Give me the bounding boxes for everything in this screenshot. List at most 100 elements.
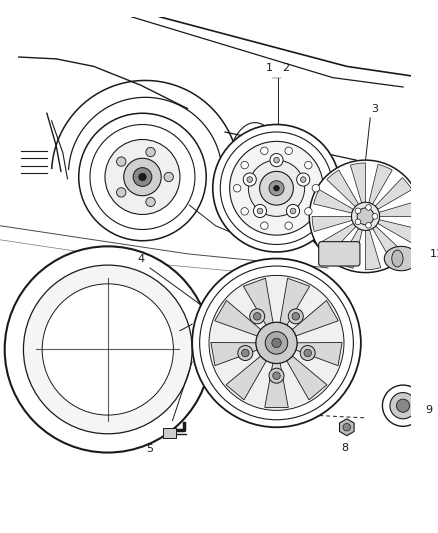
Circle shape bbox=[304, 161, 312, 169]
Circle shape bbox=[200, 266, 353, 420]
Circle shape bbox=[357, 208, 374, 225]
Circle shape bbox=[304, 349, 311, 357]
Circle shape bbox=[146, 197, 155, 207]
Circle shape bbox=[288, 309, 303, 324]
Circle shape bbox=[265, 332, 288, 354]
Polygon shape bbox=[339, 419, 354, 435]
Circle shape bbox=[241, 349, 249, 357]
Polygon shape bbox=[327, 170, 359, 207]
Polygon shape bbox=[378, 220, 417, 243]
Circle shape bbox=[79, 113, 206, 241]
Circle shape bbox=[241, 208, 248, 215]
Polygon shape bbox=[292, 301, 338, 336]
Ellipse shape bbox=[392, 250, 403, 267]
Circle shape bbox=[213, 125, 340, 252]
Circle shape bbox=[42, 284, 173, 415]
Polygon shape bbox=[319, 223, 356, 255]
Circle shape bbox=[247, 177, 253, 182]
Circle shape bbox=[355, 219, 361, 225]
Polygon shape bbox=[312, 216, 352, 231]
Text: 10: 10 bbox=[286, 207, 300, 217]
Polygon shape bbox=[287, 356, 327, 400]
Circle shape bbox=[250, 309, 265, 324]
Circle shape bbox=[309, 160, 422, 272]
Polygon shape bbox=[350, 163, 366, 203]
Circle shape bbox=[233, 184, 241, 192]
Circle shape bbox=[133, 167, 152, 187]
Polygon shape bbox=[211, 343, 257, 366]
Text: 9: 9 bbox=[426, 406, 433, 415]
Circle shape bbox=[209, 276, 344, 410]
Polygon shape bbox=[379, 201, 419, 216]
Circle shape bbox=[292, 312, 300, 320]
Circle shape bbox=[241, 161, 248, 169]
Polygon shape bbox=[314, 190, 353, 213]
Text: 4: 4 bbox=[137, 254, 144, 263]
Circle shape bbox=[254, 312, 261, 320]
Polygon shape bbox=[280, 278, 310, 325]
Text: 1: 1 bbox=[265, 63, 272, 73]
Circle shape bbox=[260, 172, 293, 205]
Circle shape bbox=[343, 424, 350, 431]
Circle shape bbox=[274, 185, 279, 191]
Circle shape bbox=[290, 208, 296, 214]
Polygon shape bbox=[375, 177, 412, 209]
Polygon shape bbox=[366, 230, 381, 270]
Polygon shape bbox=[265, 363, 288, 407]
Circle shape bbox=[297, 173, 310, 186]
Polygon shape bbox=[296, 343, 342, 366]
Circle shape bbox=[286, 205, 300, 217]
Circle shape bbox=[396, 399, 410, 412]
Polygon shape bbox=[339, 229, 362, 268]
Circle shape bbox=[117, 157, 126, 166]
Circle shape bbox=[269, 181, 284, 196]
Circle shape bbox=[139, 173, 146, 181]
Text: 5: 5 bbox=[146, 444, 153, 454]
Polygon shape bbox=[373, 226, 404, 263]
Circle shape bbox=[164, 172, 173, 182]
Polygon shape bbox=[215, 301, 261, 336]
Circle shape bbox=[285, 222, 293, 229]
Circle shape bbox=[269, 368, 284, 383]
Polygon shape bbox=[226, 356, 266, 400]
FancyBboxPatch shape bbox=[319, 241, 360, 266]
Circle shape bbox=[230, 141, 323, 235]
Circle shape bbox=[261, 147, 268, 155]
Circle shape bbox=[382, 385, 424, 426]
Circle shape bbox=[124, 158, 161, 196]
Circle shape bbox=[273, 372, 280, 379]
Circle shape bbox=[300, 177, 306, 182]
Circle shape bbox=[274, 157, 279, 163]
Circle shape bbox=[248, 160, 304, 216]
Text: 2: 2 bbox=[283, 63, 290, 73]
Circle shape bbox=[23, 265, 192, 434]
Ellipse shape bbox=[227, 123, 283, 226]
Circle shape bbox=[220, 132, 333, 245]
Circle shape bbox=[366, 222, 371, 228]
Ellipse shape bbox=[384, 246, 418, 271]
Circle shape bbox=[355, 208, 361, 214]
Text: 8: 8 bbox=[341, 443, 349, 453]
Circle shape bbox=[257, 208, 263, 214]
Circle shape bbox=[117, 188, 126, 197]
Circle shape bbox=[261, 222, 268, 229]
Circle shape bbox=[5, 246, 211, 453]
Text: 3: 3 bbox=[371, 103, 378, 114]
Circle shape bbox=[90, 125, 195, 230]
Circle shape bbox=[312, 184, 320, 192]
Circle shape bbox=[243, 173, 256, 186]
Circle shape bbox=[366, 205, 371, 210]
FancyBboxPatch shape bbox=[163, 428, 176, 438]
Circle shape bbox=[372, 214, 378, 219]
Circle shape bbox=[105, 140, 180, 214]
Circle shape bbox=[270, 154, 283, 167]
Circle shape bbox=[285, 147, 293, 155]
Text: 11: 11 bbox=[430, 249, 438, 259]
Circle shape bbox=[238, 345, 253, 360]
Circle shape bbox=[272, 338, 281, 348]
Circle shape bbox=[300, 345, 315, 360]
Circle shape bbox=[146, 147, 155, 157]
Circle shape bbox=[304, 208, 312, 215]
Circle shape bbox=[390, 393, 416, 419]
Circle shape bbox=[254, 205, 267, 217]
